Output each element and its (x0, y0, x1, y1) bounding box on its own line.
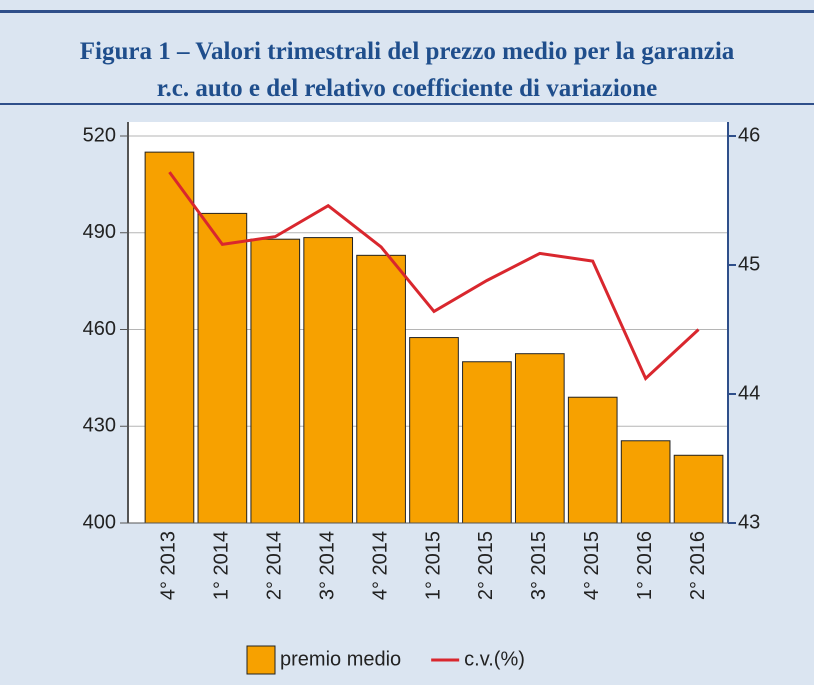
legend-label: c.v.(%) (464, 648, 525, 670)
title-box: Figura 1 – Valori trimestrali del prezzo… (0, 10, 814, 105)
x-tick-label: 1° 2014 (211, 531, 233, 600)
y-tick-label: 490 (83, 221, 116, 243)
y-tick-label: 400 (83, 511, 116, 533)
bar (197, 212, 248, 524)
chart-title: r.c. auto e del relativo coefficiente di… (156, 75, 658, 102)
x-tick-label: 2° 2014 (264, 531, 286, 600)
y-tick-label: 460 (83, 318, 116, 340)
bar (303, 237, 354, 524)
bar (514, 353, 565, 524)
bar (620, 440, 671, 524)
x-tick-label: 3° 2015 (528, 531, 550, 600)
y2-tick-label: 46 (738, 124, 760, 146)
x-tick-label: 1° 2015 (422, 531, 444, 600)
x-tick-label: 2° 2015 (475, 531, 497, 600)
y-tick-label: 520 (83, 124, 116, 146)
x-tick-label: 4° 2015 (581, 531, 603, 600)
bar (673, 454, 724, 524)
bar (250, 238, 301, 524)
x-tick-label: 4° 2013 (158, 531, 180, 600)
line (168, 171, 700, 382)
bar (144, 151, 195, 524)
y2-tick-label: 45 (738, 253, 760, 275)
legend-swatch (246, 645, 276, 675)
y2-tick-label: 43 (738, 511, 760, 533)
x-tick-label: 4° 2014 (369, 531, 391, 600)
chart-title: Figura 1 – Valori trimestrali del prezzo… (79, 38, 735, 65)
bar (567, 396, 618, 524)
bar (409, 337, 459, 524)
x-tick-label: 3° 2014 (316, 531, 338, 600)
legend-label: premio medio (280, 648, 401, 670)
x-tick-label: 1° 2016 (634, 531, 656, 600)
x-tick-label: 2° 2016 (687, 531, 709, 600)
y-tick-label: 430 (83, 415, 116, 437)
bar (462, 361, 512, 524)
y2-tick-label: 44 (738, 382, 760, 404)
bar (356, 254, 406, 524)
